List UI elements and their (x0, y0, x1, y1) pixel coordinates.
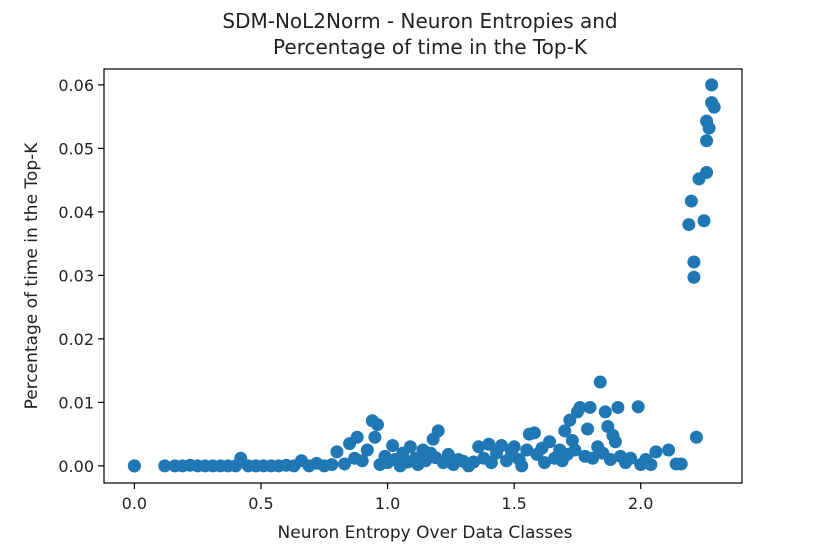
y-tick-label: 0.02 (58, 330, 94, 349)
data-point (603, 453, 617, 467)
x-tick-label: 0.5 (248, 494, 273, 513)
data-point (543, 435, 557, 449)
data-point (624, 451, 638, 465)
x-tick-label: 2.0 (628, 494, 653, 513)
data-point (687, 255, 701, 269)
data-point (705, 78, 719, 92)
data-point (360, 443, 374, 457)
data-point (568, 443, 582, 457)
data-point (338, 457, 352, 471)
x-axis-ticks: 0.0 0.5 1.0 1.5 2.0 (122, 483, 653, 513)
y-tick-label: 0.06 (58, 76, 94, 95)
data-point (403, 440, 417, 454)
data-point (684, 194, 698, 208)
y-tick-label: 0.00 (58, 457, 94, 476)
x-tick-label: 0.0 (122, 494, 147, 513)
data-point (700, 166, 714, 179)
data-point (674, 457, 688, 471)
data-point (631, 400, 645, 414)
data-point (538, 456, 552, 470)
data-point (325, 458, 339, 472)
data-point (702, 121, 716, 135)
data-point (350, 430, 364, 444)
data-point (515, 459, 529, 473)
data-point (687, 270, 701, 284)
data-point (700, 134, 714, 148)
chart-title-line2: Percentage of time in the Top-K (273, 35, 588, 59)
data-point (482, 437, 496, 451)
data-point (573, 400, 587, 414)
data-point (484, 456, 498, 470)
data-point (662, 443, 676, 457)
data-point (644, 458, 658, 472)
data-point (689, 430, 703, 444)
scatter-points (127, 78, 721, 473)
data-point (431, 424, 445, 438)
y-tick-label: 0.04 (58, 203, 94, 222)
data-point (467, 455, 481, 469)
plot-area-frame (103, 68, 743, 484)
x-tick-label: 1.5 (501, 494, 526, 513)
data-point (558, 424, 572, 438)
chart-title-line1: SDM-NoL2Norm - Neuron Entropies and (222, 9, 617, 33)
data-point (370, 418, 384, 432)
data-point (707, 100, 721, 114)
data-point (586, 451, 600, 465)
data-point (682, 218, 696, 232)
data-point (355, 454, 369, 468)
data-point (472, 440, 486, 454)
x-tick-label: 1.0 (375, 494, 400, 513)
y-axis-ticks: 0.00 0.01 0.02 0.03 0.04 0.05 0.06 (58, 76, 104, 476)
x-axis-label: Neuron Entropy Over Data Classes (278, 523, 573, 543)
data-point (649, 445, 663, 459)
data-point (127, 459, 141, 473)
data-point (507, 440, 521, 454)
y-axis-label: Percentage of time in the Top-K (22, 142, 42, 410)
data-point (611, 400, 625, 414)
data-point (494, 439, 508, 453)
y-tick-label: 0.03 (58, 266, 94, 285)
data-point (330, 445, 344, 459)
data-point (581, 422, 595, 436)
data-point (563, 413, 577, 427)
data-point (527, 426, 541, 440)
data-point (593, 375, 607, 389)
data-point (368, 430, 382, 444)
data-point (697, 214, 711, 228)
y-tick-label: 0.01 (58, 393, 94, 412)
data-point (520, 443, 534, 457)
data-point (158, 459, 172, 473)
y-tick-label: 0.05 (58, 139, 94, 158)
data-point (608, 435, 622, 449)
data-point (386, 439, 400, 453)
data-point (441, 447, 455, 461)
data-point (598, 405, 612, 419)
data-point (583, 400, 597, 414)
